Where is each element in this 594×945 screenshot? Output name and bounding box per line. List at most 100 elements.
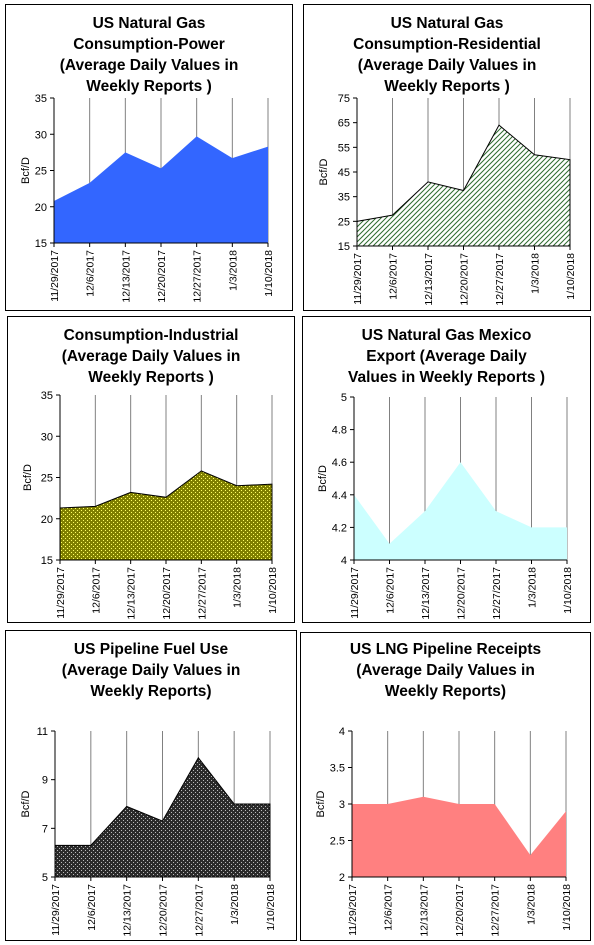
chart-residential: 15 25 35 45 55 65 75 11/29/2017 12/6/2017 12/13/2…	[318, 93, 577, 306]
y-tick-label: 3.5	[330, 763, 345, 775]
y-tick-label: 35	[41, 390, 53, 402]
y-tick-label: 9	[42, 775, 48, 787]
chart-title-line: Export (Average Daily	[366, 348, 527, 365]
y-tick-label: 35	[338, 192, 350, 204]
x-tick-label: 12/27/2017	[494, 253, 506, 306]
y-axis-label: Bcf/D	[20, 157, 32, 184]
x-tick-label: 11/29/2017	[50, 884, 62, 936]
chart-lng-receipts: 2 2.5 3 3.5 4 11/29/2017 12/6/2017 12/13/2017 12…	[315, 726, 573, 937]
chart-title: US Natural Gas Mexico Export (Average Da…	[303, 325, 590, 388]
y-tick-label: 75	[338, 93, 350, 105]
chart-title-line: Consumption-Residential	[353, 36, 541, 53]
x-tick-label: 1/3/2018	[527, 567, 539, 608]
x-tick-label: 12/27/2017	[192, 250, 204, 303]
chart-title-line: Weekly Reports)	[90, 683, 212, 700]
y-tick-label: 30	[41, 431, 53, 443]
chart-title-line: Values in Weekly Reports )	[348, 369, 545, 386]
chart-title: Consumption-Industrial (Average Daily Va…	[8, 325, 294, 388]
chart-panel-mexico-export: US Natural Gas Mexico Export (Average Da…	[302, 316, 591, 623]
x-tick-label: 1/10/2018	[265, 884, 277, 931]
chart-title-line: Weekly Reports )	[86, 78, 212, 95]
y-axis-label: Bcf/D	[20, 791, 32, 818]
chart-title-line: Weekly Reports )	[384, 78, 510, 95]
x-tick-label: 12/20/2017	[459, 253, 471, 306]
chart-title-line: US LNG Pipeline Receipts	[349, 641, 542, 658]
x-tick-label: 1/3/2018	[525, 884, 537, 925]
chart-title-line: US Pipeline Fuel Use	[73, 641, 229, 658]
y-tick-label: 5	[341, 392, 347, 404]
chart-title-line: Weekly Reports)	[384, 683, 507, 700]
x-tick-label: 12/6/2017	[388, 253, 400, 300]
x-tick-label: 11/29/2017	[352, 253, 364, 305]
x-tick-label: 12/27/2017	[193, 884, 205, 937]
x-tick-label: 1/3/2018	[229, 884, 241, 925]
x-tick-label: 12/13/2017	[423, 253, 435, 306]
chart-industrial: 15 20 25 30 35 11/29/2017 12/6/2017 12/13/2017 1…	[22, 390, 279, 620]
x-tick-label: 12/20/2017	[454, 884, 466, 937]
x-tick-label: 1/10/2018	[561, 884, 573, 931]
y-tick-label: 4.8	[332, 425, 347, 437]
y-tick-label: 55	[338, 142, 350, 154]
chart-panel-power: US Natural Gas Consumption-Power (Averag…	[5, 4, 293, 311]
chart-panel-lng-receipts: US LNG Pipeline Receipts (Average Daily …	[300, 632, 591, 941]
y-tick-label: 3	[339, 799, 345, 811]
y-tick-label: 4.4	[332, 490, 347, 502]
chart-title-line: (Average Daily Values in	[357, 57, 537, 74]
area-series	[54, 136, 268, 243]
y-tick-label: 4.2	[332, 522, 347, 534]
x-tick-label: 12/13/2017	[418, 884, 430, 937]
chart-title-line: (Average Daily Values in	[61, 348, 241, 365]
y-axis-label: Bcf/D	[317, 465, 329, 492]
x-tick-label: 12/27/2017	[491, 567, 503, 620]
chart-panel-industrial: Consumption-Industrial (Average Daily Va…	[7, 316, 295, 623]
x-tick-label: 1/3/2018	[530, 253, 542, 294]
y-tick-label: 15	[35, 238, 47, 250]
chart-title-line: US Natural Gas Mexico	[361, 327, 532, 344]
y-tick-label: 2	[339, 872, 345, 884]
y-tick-label: 11	[37, 726, 48, 738]
x-tick-label: 1/10/2018	[565, 253, 577, 300]
y-tick-label: 4	[339, 726, 345, 738]
chart-title: US LNG Pipeline Receipts (Average Daily …	[301, 639, 590, 702]
chart-mexico-export: 4 4.2 4.4 4.6 4.8 5 11/29/2017 12/6/2017 12/13/2…	[317, 392, 574, 620]
x-tick-label: 12/6/2017	[90, 567, 102, 614]
chart-title-line: (Average Daily Values in	[59, 57, 239, 74]
x-tick-label: 12/20/2017	[156, 250, 168, 303]
x-tick-label: 11/29/2017	[49, 250, 61, 302]
chart-title-line: US Natural Gas	[390, 15, 504, 32]
x-tick-label: 12/6/2017	[383, 884, 395, 931]
y-tick-label: 4	[341, 555, 347, 567]
y-tick-label: 25	[41, 473, 53, 485]
y-tick-label: 65	[338, 118, 350, 130]
x-tick-label: 11/29/2017	[349, 567, 361, 619]
chart-title-line: Consumption-Power	[73, 36, 225, 53]
y-tick-label: 20	[35, 202, 47, 214]
chart-title-line: Consumption-Industrial	[63, 327, 239, 344]
area-series	[356, 124, 571, 247]
y-tick-label: 45	[338, 167, 350, 179]
y-axis-label: Bcf/D	[315, 791, 327, 818]
x-tick-label: 1/3/2018	[232, 567, 244, 608]
y-tick-label: 7	[42, 823, 48, 835]
x-tick-label: 12/20/2017	[161, 567, 173, 620]
chart-title: US Pipeline Fuel Use (Average Daily Valu…	[6, 639, 296, 702]
x-tick-label: 12/27/2017	[196, 567, 208, 620]
x-tick-label: 11/29/2017	[55, 567, 67, 619]
chart-panel-residential: US Natural Gas Consumption-Residential (…	[303, 4, 591, 311]
x-tick-label: 12/13/2017	[120, 250, 132, 303]
chart-power: 15 20 25 30 35 11/29/2017 12/6/2017 12/13/2017 1…	[20, 93, 275, 303]
x-tick-label: 12/6/2017	[86, 884, 98, 931]
chart-title-line: (Average Daily Values in	[356, 662, 535, 679]
y-tick-label: 30	[35, 129, 47, 141]
x-tick-label: 1/10/2018	[562, 567, 574, 614]
x-tick-label: 12/27/2017	[490, 884, 502, 937]
x-tick-label: 1/10/2018	[263, 250, 275, 297]
chart-title-line: (Average Daily Values in	[61, 662, 241, 679]
y-tick-label: 20	[41, 514, 53, 526]
x-tick-label: 12/20/2017	[158, 884, 170, 937]
area-series	[352, 796, 566, 877]
y-tick-label: 5	[42, 872, 48, 884]
x-tick-label: 1/3/2018	[227, 250, 239, 291]
x-tick-label: 12/13/2017	[420, 567, 432, 620]
chart-title-line: Weekly Reports )	[88, 369, 214, 386]
